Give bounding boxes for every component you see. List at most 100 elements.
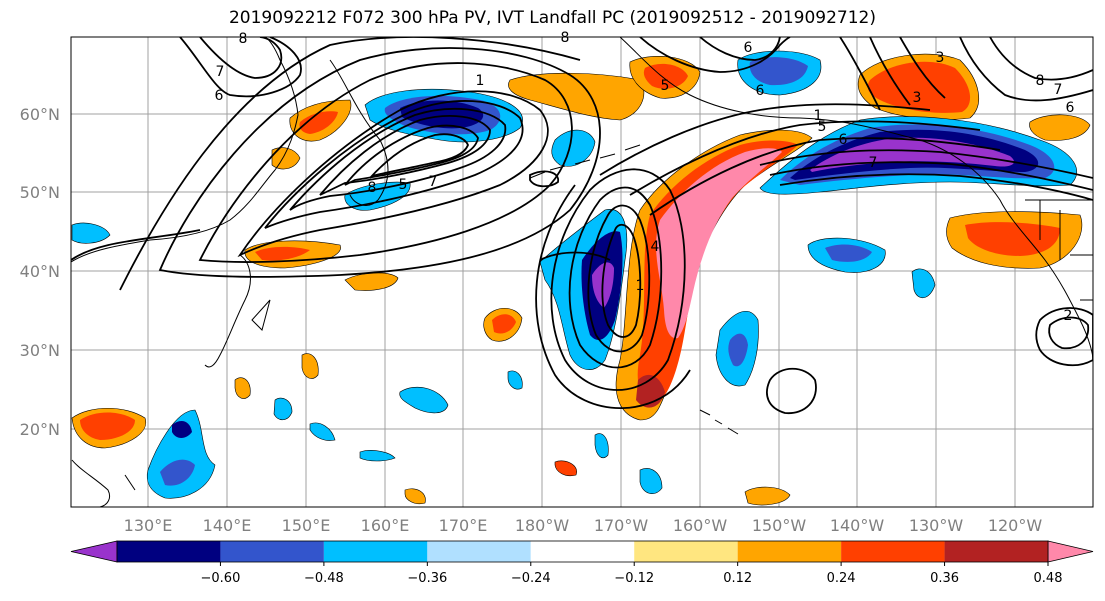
contour-line — [766, 367, 817, 414]
colorbar-segment — [427, 541, 531, 562]
plot-title: 2019092212 F072 300 hPa PV, IVT Landfall… — [228, 8, 876, 28]
positive-anomaly-core — [867, 61, 971, 113]
contour-line — [535, 184, 691, 410]
positive-anomaly-region — [744, 486, 791, 506]
negative-anomaly-region — [359, 450, 396, 462]
negative-anomaly-core — [749, 57, 808, 86]
colorbar-extend-high — [1047, 540, 1094, 563]
longitude-labels: 130°E 140°E 150°E 160°E 170°E 180°W 170°W 160°W… — [124, 516, 1043, 535]
longitude-label: 130°W — [909, 516, 964, 535]
contour-line — [769, 161, 1093, 191]
contour-line — [319, 115, 491, 196]
longitude-label: 180°W — [515, 516, 570, 535]
longitude-label: 150°W — [752, 516, 807, 535]
contour-value-label: 3 — [913, 90, 922, 106]
contour-value-label: 5 — [399, 177, 408, 193]
colorbar-extend-low — [70, 540, 118, 563]
colorbar-outline — [116, 540, 1049, 563]
contour-line — [529, 170, 559, 188]
negative-anomaly-region — [911, 268, 936, 298]
contour-line — [71, 229, 201, 261]
contour-value-label: 7 — [1054, 82, 1063, 98]
colorbar-segment — [323, 541, 428, 562]
map-frame — [70, 36, 1094, 508]
positive-anomaly-region — [344, 272, 399, 291]
contour-line — [1035, 307, 1093, 367]
contour-line — [599, 103, 931, 176]
colorbar: −0.60 −0.48 −0.36 −0.24 −0.12 0.12 0.24 0.36 0.4… — [70, 540, 1094, 586]
contour-line — [839, 37, 881, 111]
contour-line — [237, 90, 549, 258]
negative-anomaly-core — [172, 420, 192, 438]
positive-anomaly-region — [234, 377, 251, 399]
contour-value-label: 8 — [239, 31, 248, 47]
aleutian-islands — [529, 144, 641, 179]
contour-line — [779, 173, 1093, 201]
positive-anomaly-region — [508, 72, 645, 121]
alaska-coastline — [619, 37, 1093, 361]
contour-line — [198, 62, 573, 263]
contour-line — [289, 107, 507, 211]
pv-anomaly-shading — [71, 50, 1091, 506]
positive-anomaly-region — [1029, 114, 1091, 141]
colorbar-segment — [737, 541, 842, 562]
contour-value-label: 1 — [814, 108, 823, 124]
contour-line — [158, 47, 601, 278]
contour-value-label: 6 — [839, 132, 848, 148]
negative-anomaly-region — [71, 222, 111, 244]
negative-anomaly-region — [399, 386, 449, 414]
negative-anomaly-core — [728, 333, 748, 367]
positive-anomaly-core — [80, 412, 135, 440]
contour-line — [119, 37, 581, 291]
negative-anomaly-core — [825, 244, 872, 262]
contour-value-label: 8 — [1036, 73, 1045, 89]
longitude-label: 150°E — [282, 516, 331, 535]
colorbar-tick-label: −0.48 — [304, 571, 344, 586]
latitude-label: 30°N — [20, 341, 60, 360]
contour-line — [959, 37, 1093, 102]
latitude-label: 50°N — [20, 183, 60, 202]
negative-anomaly-region — [273, 397, 293, 421]
contour-line — [264, 100, 524, 229]
latitude-label: 40°N — [20, 262, 60, 281]
positive-anomaly-core — [255, 246, 310, 261]
positive-anomaly-region — [554, 460, 577, 477]
contour-value-label: 5 — [661, 78, 670, 94]
longitude-label: 170°W — [594, 516, 649, 535]
positive-anomaly-core — [299, 111, 338, 134]
contour-line — [550, 168, 686, 391]
negative-anomaly-region — [507, 370, 523, 390]
contour-value-label: 6 — [756, 83, 765, 99]
positive-anomaly-core — [965, 222, 1060, 256]
longitude-label: 130°E — [124, 516, 173, 535]
positive-anomaly-region — [404, 488, 426, 505]
colorbar-tick-label: −0.24 — [511, 571, 551, 586]
positive-anomaly-extreme — [656, 148, 782, 339]
contour-value-label: 4 — [651, 239, 660, 255]
longitude-label: 140°W — [830, 516, 885, 535]
contour-value-label: 6 — [215, 88, 224, 104]
colorbar-tick-label: −0.36 — [407, 571, 447, 586]
colorbar-segment — [117, 541, 221, 562]
contour-line — [1048, 316, 1090, 350]
contour-line — [601, 223, 642, 338]
negative-anomaly-core — [160, 459, 195, 486]
contour-value-label: 6 — [1066, 100, 1075, 116]
contour-value-label: 7 — [429, 174, 438, 190]
hawaii-islands — [699, 409, 739, 435]
positive-anomaly-region — [301, 353, 319, 379]
contour-value-label: 8 — [368, 180, 377, 196]
contour-line — [344, 124, 479, 186]
colorbar-tick-label: −0.60 — [201, 571, 241, 586]
contour-line — [989, 37, 1093, 81]
contour-line — [539, 251, 611, 261]
contour-line — [639, 37, 791, 73]
contour-line — [699, 37, 781, 61]
contour-line — [199, 37, 283, 79]
longitude-label: 170°E — [439, 516, 488, 535]
contour-value-label: 8 — [561, 30, 570, 46]
latitude-label: 20°N — [20, 420, 60, 439]
contour-line — [869, 37, 911, 106]
